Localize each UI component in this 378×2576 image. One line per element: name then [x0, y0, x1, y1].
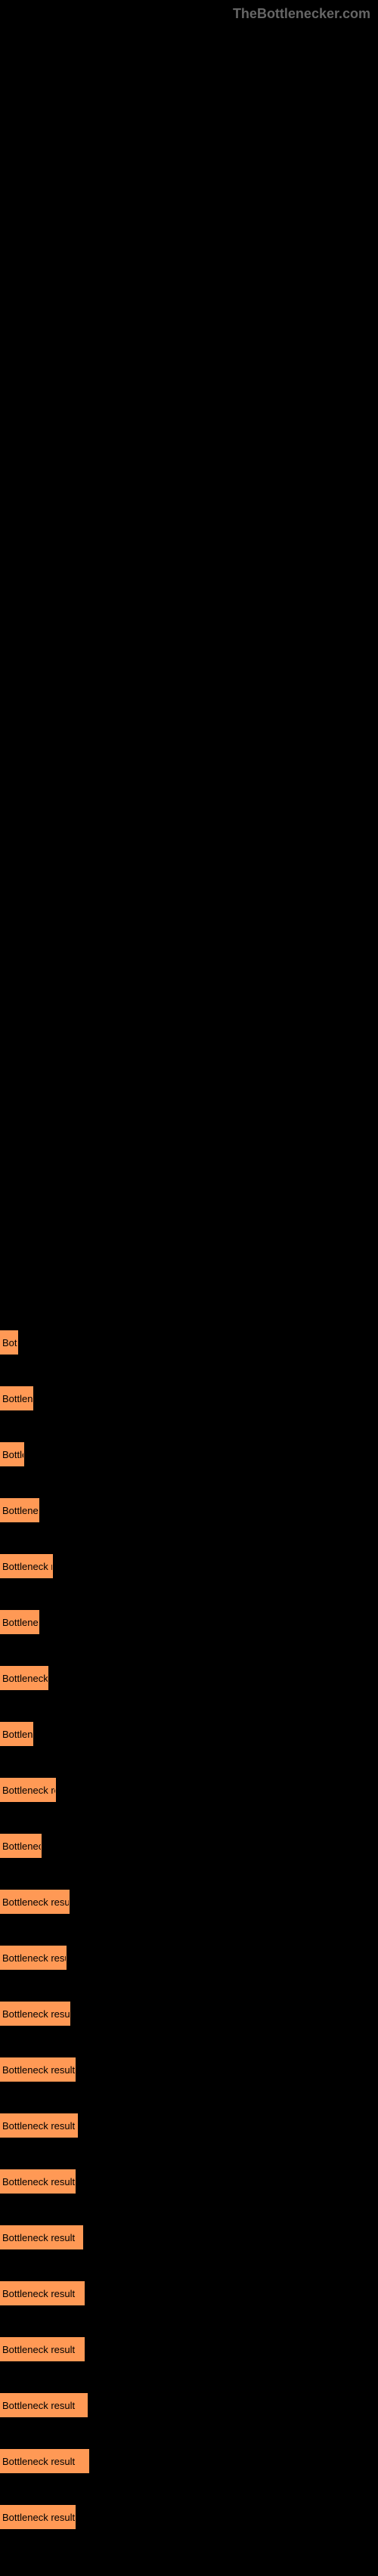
bar-label: Bottleneck result	[2, 2288, 75, 2299]
bar-row: Bottleneck	[0, 1610, 378, 1634]
bar-label: Bottleneck result	[2, 2120, 75, 2132]
bar-row: Bottleneck result	[0, 2505, 378, 2529]
bar: Bottleneck result	[0, 2281, 85, 2305]
bar-row: Bot	[0, 1330, 378, 1355]
bar: Bottleneck re	[0, 1554, 53, 1578]
bar-row: Bottlene	[0, 1386, 378, 1410]
bar-row: Bottleneck result	[0, 2057, 378, 2082]
bar-row: Bottle	[0, 1442, 378, 1466]
watermark: TheBottlenecker.com	[233, 6, 370, 22]
bar-chart: Bot Bottlene Bottle Bottleneck Bottleneck re…	[0, 0, 378, 2576]
bar-row: Bottleneck result	[0, 1946, 378, 1970]
bar-row: Bottleneck	[0, 1498, 378, 1522]
bar-label: Bottleneck result	[2, 1896, 70, 1908]
bar: Bottleneck result	[0, 2337, 85, 2361]
bar-row: Bottleneck result	[0, 2169, 378, 2194]
bar: Bottleneck result	[0, 2225, 83, 2249]
bar: Bottleneck	[0, 1610, 39, 1634]
bar-label: Bottleneck re	[2, 1561, 53, 1572]
bar: Bottlene	[0, 1722, 33, 1746]
bar-label: Bottlene	[2, 1729, 33, 1740]
bar: Bottle	[0, 1442, 24, 1466]
bar: Bottleneck result	[0, 2505, 76, 2529]
bar: Bottleneck result	[0, 2449, 89, 2473]
bar: Bottleneck res	[0, 1778, 56, 1802]
bar: Bottlene	[0, 1386, 33, 1410]
bar-label: Bottleneck result	[2, 2176, 75, 2187]
bar-label: Bottleneck result	[2, 1952, 67, 1964]
bar: Bottleneck result	[0, 2169, 76, 2194]
bar-label: Bottleneck result	[2, 2512, 75, 2523]
bar-row: Bottleneck result	[0, 2113, 378, 2138]
bar-label: Bottleneck result	[2, 2456, 75, 2467]
bar-label: Bottleneck	[2, 1505, 39, 1516]
bar-label: Bottleneck result	[2, 2400, 75, 2411]
bar-label: Bottleneck	[2, 1617, 39, 1628]
bar-row: Bottleneck res	[0, 1778, 378, 1802]
bar-row: Bottleneck result	[0, 2225, 378, 2249]
bar-row: Bottleneck result	[0, 2337, 378, 2361]
bar-label: Bottleneck result	[2, 2064, 75, 2076]
bar-row: Bottleneck result	[0, 2393, 378, 2417]
bar: Bot	[0, 1330, 18, 1355]
bar-label: Bottleneck	[2, 1841, 42, 1852]
bar-label: Bottleneck result	[2, 2344, 75, 2355]
bar-label: Bottleneck r	[2, 1673, 48, 1684]
bar: Bottleneck r	[0, 1666, 48, 1690]
bar: Bottleneck result	[0, 2393, 88, 2417]
bar-row: Bottleneck result	[0, 1890, 378, 1914]
bar: Bottleneck	[0, 1834, 42, 1858]
bar-row: Bottleneck result	[0, 2449, 378, 2473]
bar-label: Bottleneck result	[2, 2008, 70, 2020]
bar-row: Bottleneck result	[0, 2281, 378, 2305]
bar: Bottleneck result	[0, 1946, 67, 1970]
bar-label: Bottleneck result	[2, 2232, 75, 2243]
bar: Bottleneck result	[0, 2113, 78, 2138]
bar-row: Bottleneck re	[0, 1554, 378, 1578]
bar: Bottleneck result	[0, 2057, 76, 2082]
bar: Bottleneck result	[0, 1890, 70, 1914]
bar-label: Bot	[2, 1337, 17, 1348]
bar-row: Bottlene	[0, 1722, 378, 1746]
bar: Bottleneck	[0, 1498, 39, 1522]
bar-row: Bottleneck	[0, 1834, 378, 1858]
bar: Bottleneck result	[0, 2002, 70, 2026]
bar-label: Bottlene	[2, 1393, 33, 1404]
bar-label: Bottle	[2, 1449, 24, 1460]
bar-row: Bottleneck result	[0, 2002, 378, 2026]
bar-row: Bottleneck r	[0, 1666, 378, 1690]
bar-label: Bottleneck res	[2, 1785, 56, 1796]
